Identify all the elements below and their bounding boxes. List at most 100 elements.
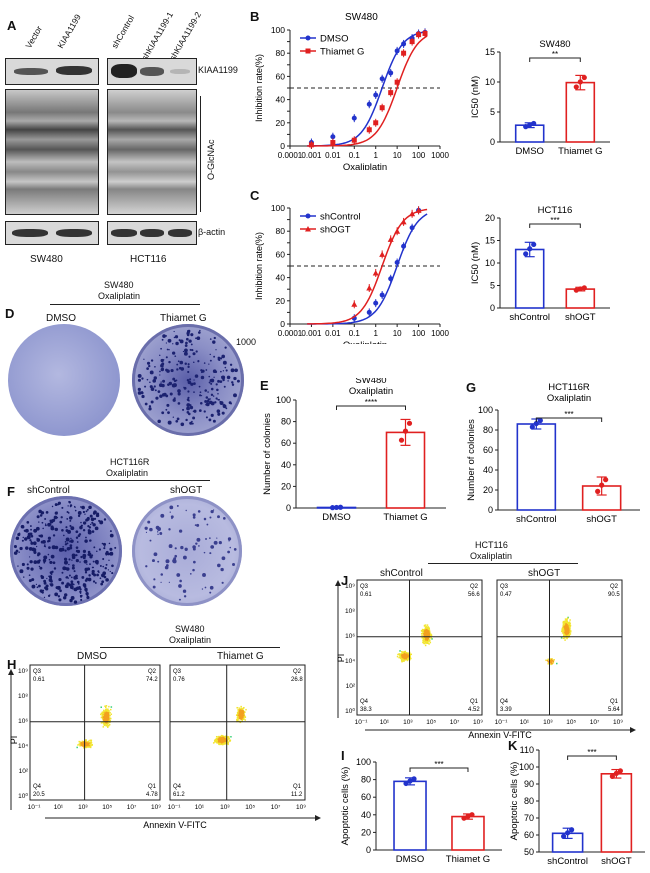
colony [61,581,65,585]
colony [152,585,156,589]
event-dot [236,707,239,709]
colony [107,569,110,571]
data-point [330,140,336,146]
flow-y-tick: 10² [346,683,356,690]
colony [198,545,200,547]
colony [54,592,59,597]
j-shcontrol-label: shControl [380,568,423,579]
colony [30,528,32,531]
replicate-point [599,482,605,488]
significance-bracket [409,767,469,772]
colony [190,406,193,409]
event-dot [556,662,558,665]
colony [158,383,163,388]
colony [82,553,87,558]
event-dot [107,726,109,728]
colony [76,577,79,580]
colony [41,521,44,524]
colony [220,567,224,572]
x-tick-label: 0.01 [325,151,341,160]
panel-label-f: F [7,484,15,499]
event-dot [430,634,433,637]
event-dot [79,742,81,744]
colony [215,383,218,386]
event-dot [427,637,430,640]
colony [205,538,207,540]
event-dot [426,634,428,636]
category-label: shOGT [601,856,632,867]
event-dot [102,716,104,719]
colony [38,565,41,568]
event-dot [218,743,220,746]
dose-ylabel: Inhibition rate(%) [254,232,264,300]
colony [44,524,47,527]
data-point [351,115,357,121]
colony [66,582,70,586]
event-dot [227,736,230,738]
colony [227,537,232,541]
colony [53,515,58,520]
colony [189,572,192,575]
event-dot [425,628,427,631]
colony [48,575,50,577]
colony [70,596,75,600]
event-dot [85,742,87,744]
event-dot [105,708,108,710]
bar-title: HCT116 [538,205,573,216]
blot-cell-hct116: HCT116 [130,254,167,265]
colony [74,509,77,512]
fit-curve-1 [307,35,428,147]
colony [137,373,142,378]
colony [170,515,174,519]
dish-d-thiametg [132,324,244,436]
colony [84,579,88,582]
event-dot [224,737,226,740]
event-dot [102,712,105,715]
colony [36,537,38,540]
replicate-point [581,74,587,81]
event-dot [566,631,569,633]
colony [151,559,155,563]
bar [514,248,545,309]
event-dot [244,716,247,719]
flow-x-tick: 10⁻¹ [355,719,369,726]
blot-oglcnac-left [5,89,99,215]
bar-title: SW480 [539,39,570,50]
colony [177,402,181,405]
colony [109,570,111,573]
event-dot [564,632,566,634]
significance-bracket [529,223,581,228]
colony [165,564,169,567]
event-dot [217,738,220,741]
y-tick-label: 80 [361,775,371,785]
colony [200,395,203,397]
data-point [373,92,379,98]
event-dot [548,660,550,663]
colony [43,561,46,564]
colony [148,407,152,411]
colony [195,350,198,353]
event-dot [425,635,427,637]
event-dot [108,724,110,727]
colony [31,578,35,582]
colony [20,524,25,529]
colony [197,510,201,513]
event-dot [563,625,566,627]
event-dot [569,619,571,621]
y-tick-label: 5 [490,281,495,291]
colony [161,393,166,397]
event-dot [401,654,404,656]
y-tick-label: 110 [520,745,534,755]
colony [160,573,164,576]
colony [225,369,228,372]
colony [30,541,34,545]
colony [83,522,85,525]
colony [180,545,184,550]
event-dot [551,662,553,665]
x-tick-label: 0.1 [349,329,361,338]
event-dot [107,719,110,722]
q3-label: Q3 [360,584,369,590]
colony [79,588,81,590]
data-point [401,243,407,249]
event-dot [90,744,92,746]
